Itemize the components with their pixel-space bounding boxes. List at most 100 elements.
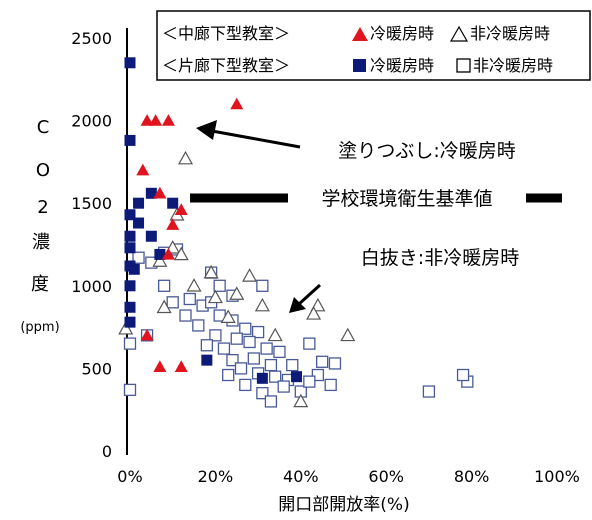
data-point <box>124 242 136 254</box>
data-point <box>145 187 157 199</box>
data-point <box>149 114 163 126</box>
data-point <box>207 289 223 304</box>
data-point <box>306 306 322 320</box>
data-point <box>229 286 245 300</box>
legend-marker <box>456 58 471 73</box>
data-point <box>254 297 270 312</box>
legend-marker <box>352 27 368 41</box>
data-point <box>124 280 136 292</box>
data-point <box>123 383 137 397</box>
legend-marker <box>353 59 366 72</box>
data-point <box>156 299 172 314</box>
data-point <box>277 380 290 393</box>
x-tick-label: 100% <box>534 467 580 486</box>
data-point <box>118 321 134 335</box>
data-point <box>179 309 192 322</box>
data-point <box>161 247 175 260</box>
data-point <box>303 375 316 388</box>
filled-note-arrow-head <box>196 120 217 140</box>
data-point <box>256 372 268 384</box>
data-point <box>124 230 136 242</box>
data-point <box>136 163 150 176</box>
data-point <box>133 217 145 229</box>
legend-group-label: ＜片廊下型教室＞ <box>162 56 290 75</box>
data-point <box>264 358 278 372</box>
y-tick-label: 1500 <box>71 194 112 213</box>
data-point <box>310 297 326 312</box>
y-tick-label: 1000 <box>71 277 112 296</box>
data-point <box>324 378 337 392</box>
data-point <box>200 339 214 352</box>
data-point <box>286 358 299 372</box>
data-point <box>456 368 470 382</box>
data-point <box>273 345 286 359</box>
data-point <box>153 186 167 199</box>
data-point <box>260 342 273 355</box>
data-point <box>124 57 136 69</box>
y-tick-label: 2000 <box>71 112 112 131</box>
legend-item-label: 非冷暖房時 <box>473 56 553 75</box>
y-axis-title-char: 2 <box>37 197 48 218</box>
data-point <box>154 248 166 260</box>
data-point <box>167 197 179 209</box>
data-point <box>158 279 171 292</box>
data-point <box>145 230 157 242</box>
open-note-label: 白抜き:非冷暖房時 <box>361 247 519 269</box>
legend-item-label: 冷暖房時 <box>370 24 434 43</box>
data-point <box>251 325 265 339</box>
data-point <box>230 97 244 110</box>
filled-note-arrow-shaft <box>211 129 301 149</box>
data-point <box>269 370 282 383</box>
data-point <box>293 393 309 408</box>
y-axis-title-char: O <box>36 160 50 181</box>
data-point <box>166 296 179 309</box>
data-point <box>174 360 188 372</box>
data-point <box>226 353 239 367</box>
data-point <box>174 203 188 216</box>
data-point <box>173 246 189 261</box>
data-point <box>186 278 202 292</box>
data-point <box>264 395 278 408</box>
data-point <box>422 385 436 398</box>
legend-box <box>156 10 591 81</box>
x-tick-label: 60% <box>368 467 404 486</box>
legend-item-label: 非冷暖房時 <box>470 24 550 43</box>
data-point <box>303 337 316 350</box>
data-point <box>124 209 136 221</box>
data-point <box>152 253 168 267</box>
open-note-arrow-head <box>289 297 306 313</box>
data-point <box>328 357 342 370</box>
data-point <box>132 251 145 264</box>
reference-line-label: 学校環境衛生基準値 <box>321 188 492 210</box>
y-tick-label: 2500 <box>71 29 112 48</box>
data-point <box>123 337 137 350</box>
y-axis-title-char: C <box>37 117 50 138</box>
data-point <box>311 368 325 382</box>
legend-group-label: ＜中廊下型教室＞ <box>162 24 290 43</box>
x-tick-label: 40% <box>283 467 319 486</box>
data-point <box>222 368 235 382</box>
data-point <box>234 362 248 375</box>
data-point <box>166 218 180 230</box>
data-point <box>177 150 194 165</box>
data-point <box>315 355 329 368</box>
data-point <box>267 327 283 342</box>
data-point <box>340 327 356 342</box>
data-point <box>239 378 252 392</box>
data-point <box>209 329 222 342</box>
data-point <box>153 360 167 372</box>
y-axis-unit: (ppm) <box>20 320 59 335</box>
data-point <box>161 114 175 126</box>
data-point <box>243 335 256 349</box>
data-point <box>183 292 196 306</box>
x-tick-label: 0% <box>117 467 142 486</box>
open-note-arrow-shaft <box>297 283 322 306</box>
data-point <box>247 352 260 365</box>
data-point <box>140 328 154 341</box>
data-point <box>242 268 258 282</box>
filled-note-label: 塗りつぶし:冷暖房時 <box>338 139 516 162</box>
data-point <box>128 263 140 275</box>
data-point <box>220 309 236 323</box>
